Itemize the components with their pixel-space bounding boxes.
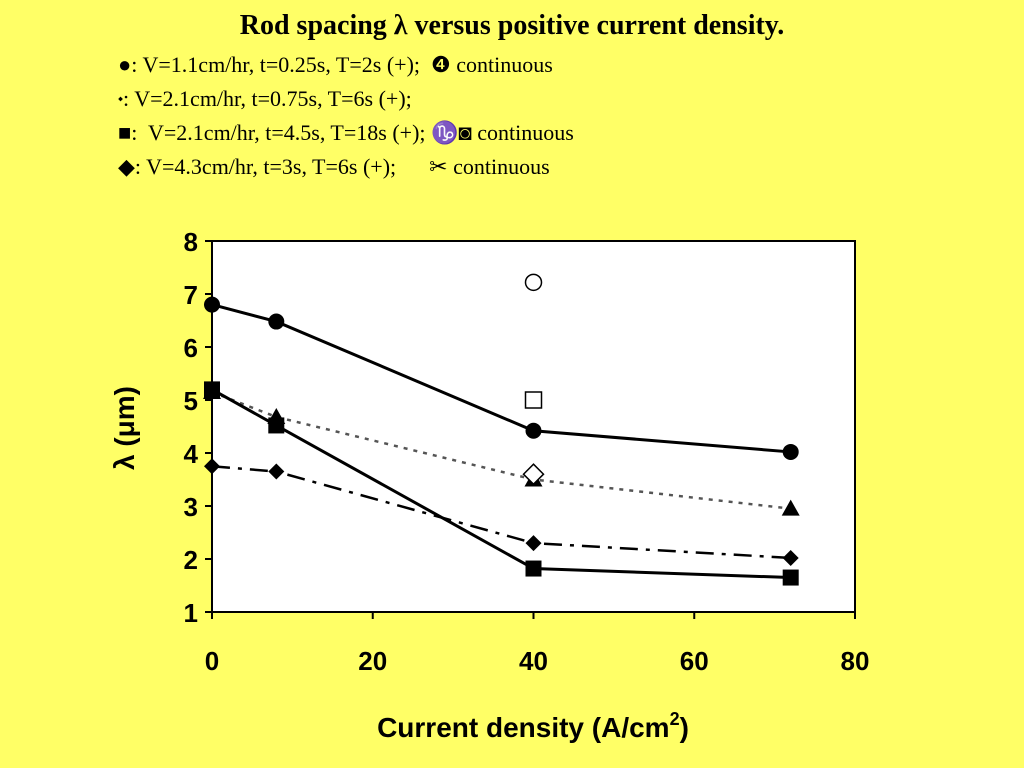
x-axis-label: Current density (A/cm2)	[377, 709, 689, 743]
y-tick-label: 3	[184, 492, 198, 522]
slide-title: Rod spacing λ versus positive current de…	[239, 10, 785, 41]
x-axis-label-superscript: 2	[670, 709, 680, 729]
data-point-circle	[204, 296, 220, 313]
data-point-diamond	[525, 535, 542, 552]
x-tick-label: 80	[841, 646, 870, 676]
series-lines	[211, 303, 791, 580]
data-point-open-diamond	[522, 463, 545, 486]
data-point-circle	[782, 443, 799, 460]
legend-continuous-3: continuous	[477, 120, 574, 145]
data-point-triangle	[781, 499, 800, 516]
x-tick-label: 0	[205, 646, 219, 676]
y-tick-label: 5	[184, 386, 198, 416]
data-point-square	[782, 569, 799, 586]
data-point-circle	[525, 422, 542, 439]
legend-text-2: : V=2.1cm/hr, t=0.75s, T=6s (+);	[123, 86, 412, 111]
legend-continuous-4: continuous	[453, 154, 550, 179]
data-point-diamond	[782, 549, 799, 566]
open-square-icon: ♑◙	[431, 120, 472, 145]
filled-square-icon: ■	[118, 120, 132, 145]
open-circle-icon: ❹	[431, 52, 451, 77]
markers	[203, 273, 800, 586]
y-tick-label: 6	[184, 333, 198, 363]
legend-text-4: : V=4.3cm/hr, t=3s, T=6s (+);	[134, 154, 397, 179]
series-line-3	[211, 388, 791, 580]
series-line-2	[211, 390, 791, 510]
y-tick-label: 8	[184, 227, 198, 257]
x-tick-label: 20	[358, 646, 387, 676]
y-tick-label: 2	[184, 545, 198, 575]
legend-entry-4: ◆: V=4.3cm/hr, t=3s, T=6s (+); ✂ continu…	[118, 154, 550, 180]
data-point-square	[204, 381, 220, 398]
x-tick-label: 40	[519, 646, 548, 676]
filled-diamond-icon: ◆	[118, 154, 135, 179]
legend-text-1: : V=1.1cm/hr, t=0.25s, T=2s (+);	[131, 52, 421, 77]
x-axis-label-tail: )	[680, 712, 689, 743]
filled-circle-icon: ●	[118, 52, 132, 77]
x-tick-label: 60	[680, 646, 709, 676]
legend-entry-2: ⬩: V=2.1cm/hr, t=0.75s, T=6s (+);	[118, 86, 412, 112]
scissors-icon: ✂	[429, 154, 448, 179]
series-line-1	[211, 303, 791, 454]
series-line-4	[211, 465, 791, 560]
data-point-square	[268, 417, 285, 434]
data-point-square	[525, 560, 542, 577]
y-tick-label: 1	[184, 598, 198, 628]
data-point-open-circle	[524, 273, 543, 292]
legend-entry-1: ●: V=1.1cm/hr, t=0.25s, T=2s (+); ❹ cont…	[118, 52, 553, 78]
legend-text-3: : V=2.1cm/hr, t=4.5s, T=18s (+);	[131, 120, 426, 145]
data-point-circle	[268, 313, 285, 330]
x-axis-label-main: Current density (A/cm	[377, 712, 670, 743]
data-point-open-square	[524, 391, 543, 409]
legend-continuous-1: continuous	[456, 52, 553, 77]
y-tick-label: 4	[184, 439, 199, 469]
small-diamond-icon: ⬩	[118, 92, 124, 107]
legend-entry-3: ■: V=2.1cm/hr, t=4.5s, T=18s (+); ♑◙ con…	[118, 120, 574, 146]
data-point-diamond	[204, 458, 220, 475]
data-point-diamond	[268, 463, 285, 480]
y-tick-label: 7	[184, 280, 198, 310]
y-axis-label: λ (μm)	[109, 386, 140, 470]
